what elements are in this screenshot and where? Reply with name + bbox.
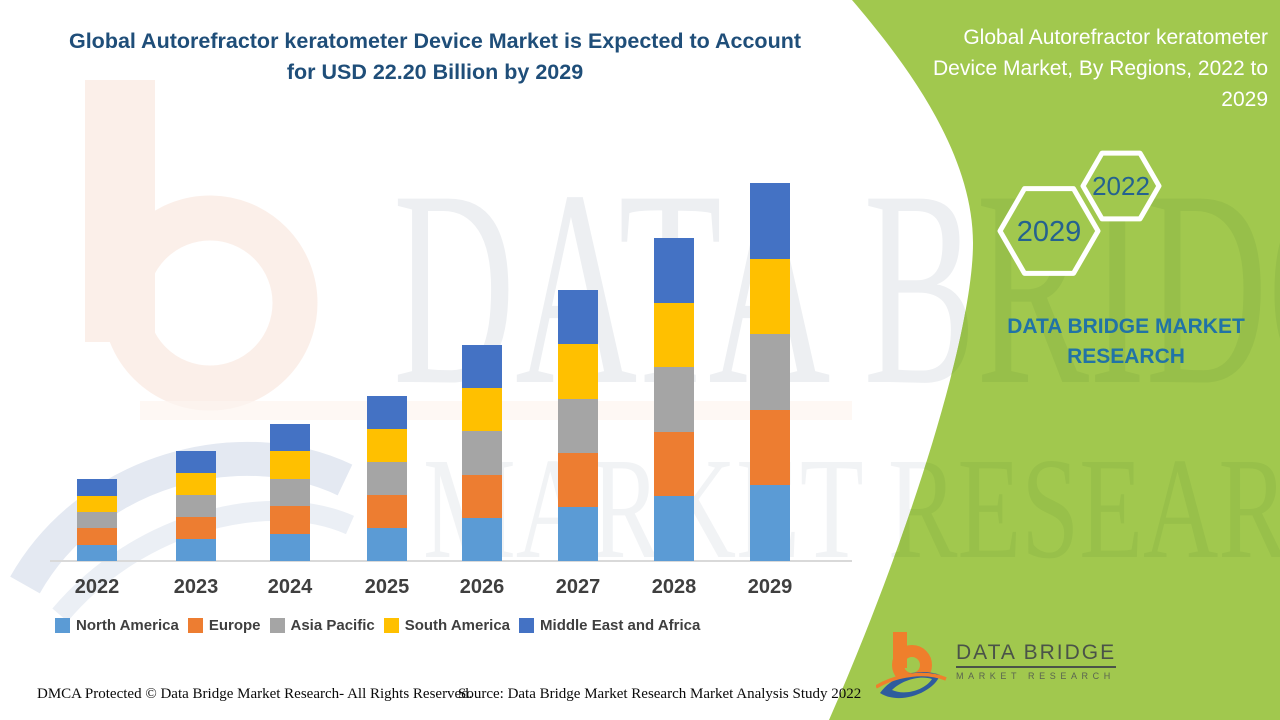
bar-segment-middle-east-and-africa [367, 395, 407, 429]
legend-item-north-america: North America [55, 617, 179, 634]
bar-segment-south-america [462, 388, 502, 432]
bar-segment-south-america [270, 451, 310, 479]
x-axis-label-2026: 2026 [459, 576, 505, 598]
x-axis-label-2023: 2023 [173, 576, 219, 598]
bar-segment-south-america [654, 302, 694, 368]
bar-segment-middle-east-and-africa [750, 182, 790, 259]
logo-wordmark: DATA BRIDGE [956, 642, 1117, 668]
bar-segment-north-america [558, 506, 598, 561]
page-title: Global Autorefractor keratometer Device … [68, 29, 801, 84]
bar-segment-europe [654, 431, 694, 497]
bar-segment-asia-pacific [750, 334, 790, 410]
bar-segment-asia-pacific [558, 398, 598, 453]
bar-segment-middle-east-and-africa [176, 451, 216, 474]
bar-2028 [654, 238, 694, 561]
bar-segment-north-america [176, 539, 216, 561]
hexagon-2022-label: 2022 [1092, 171, 1150, 201]
brand-caption: DATA BRIDGE MARKET RESEARCH [1007, 315, 1245, 368]
bar-segment-middle-east-and-africa [558, 290, 598, 345]
hexagon-2029 [997, 186, 1101, 276]
bar-2029 [750, 182, 790, 561]
bar-segment-north-america [654, 496, 694, 561]
hexagon-2022 [1080, 150, 1162, 222]
bar-segment-north-america [462, 517, 502, 561]
bar-segment-europe [77, 528, 117, 545]
bar-2023 [176, 451, 216, 561]
legend-label-south-america: South America [404, 617, 511, 634]
legend-label-europe: Europe [208, 617, 261, 634]
dmca-notice: DMCA Protected © Data Bridge Market Rese… [37, 686, 473, 702]
bar-2026 [462, 344, 502, 561]
source-note: Source: Data Bridge Market Research Mark… [458, 686, 862, 702]
bar-segment-middle-east-and-africa [270, 423, 310, 452]
legend-item-middle-east-and-africa: Middle East and Africa [519, 617, 700, 634]
legend-swatch-asia-pacific [269, 618, 285, 633]
bar-2024 [270, 423, 310, 561]
logo-tagline: MARKET RESEARCH [956, 671, 1115, 681]
x-axis-label-2025: 2025 [364, 576, 410, 598]
year-hexagons: 2022 2029 [997, 150, 1162, 276]
bar-2025 [367, 395, 407, 561]
legend-label-asia-pacific: Asia Pacific [290, 617, 375, 634]
bar-segment-asia-pacific [367, 461, 407, 495]
bar-segment-middle-east-and-africa [77, 479, 117, 496]
legend-item-europe: Europe [187, 617, 261, 634]
legend-item-south-america: South America [383, 617, 511, 634]
chart-legend: North America Europe Asia Pacific South Ame… [55, 617, 700, 634]
x-axis-label-2027: 2027 [555, 576, 601, 598]
bar-segment-europe [270, 506, 310, 534]
bar-segment-north-america [77, 544, 117, 561]
legend-swatch-europe [187, 618, 203, 633]
x-axis-label-2024: 2024 [267, 576, 313, 598]
bar-segment-middle-east-and-africa [462, 344, 502, 388]
x-axis-label-2022: 2022 [74, 576, 120, 598]
bar-segment-europe [558, 452, 598, 507]
legend-label-middle-east-and-africa: Middle East and Africa [540, 617, 701, 634]
legend-label-north-america: North America [76, 617, 179, 634]
legend-swatch-north-america [55, 618, 70, 633]
legend-swatch-south-america [383, 618, 399, 633]
x-axis-line [50, 560, 852, 562]
bar-2027 [558, 290, 598, 561]
bar-segment-asia-pacific [462, 431, 502, 475]
bar-segment-asia-pacific [176, 495, 216, 518]
bar-segment-middle-east-and-africa [654, 238, 694, 303]
bar-segment-north-america [750, 485, 790, 561]
hexagon-2029-label: 2029 [1017, 216, 1082, 248]
bar-segment-south-america [558, 344, 598, 399]
legend-item-asia-pacific: Asia Pacific [269, 617, 375, 634]
bar-segment-south-america [176, 473, 216, 496]
bar-segment-europe [462, 474, 502, 518]
green-side-panel [829, 0, 1280, 720]
bar-segment-north-america [270, 533, 310, 561]
side-panel-title: Global Autorefractor keratometer Device … [933, 26, 1268, 111]
bar-2022 [77, 479, 117, 561]
x-axis-label-2028: 2028 [651, 576, 697, 598]
bar-segment-europe [750, 409, 790, 486]
bar-segment-europe [367, 494, 407, 528]
x-axis-label-2029: 2029 [747, 576, 793, 598]
bar-segment-europe [176, 517, 216, 540]
bar-segment-asia-pacific [77, 511, 117, 529]
bar-segment-south-america [367, 428, 407, 462]
bar-segment-south-america [77, 495, 117, 512]
bar-segment-asia-pacific [654, 367, 694, 432]
data-bridge-logo: DATA BRIDGE MARKET RESEARCH [876, 632, 1117, 706]
legend-swatch-middle-east-and-africa [519, 618, 535, 633]
data-bridge-logo-icon [876, 632, 947, 699]
bar-segment-south-america [750, 258, 790, 335]
bar-segment-north-america [367, 527, 407, 561]
bar-segment-asia-pacific [270, 478, 310, 507]
